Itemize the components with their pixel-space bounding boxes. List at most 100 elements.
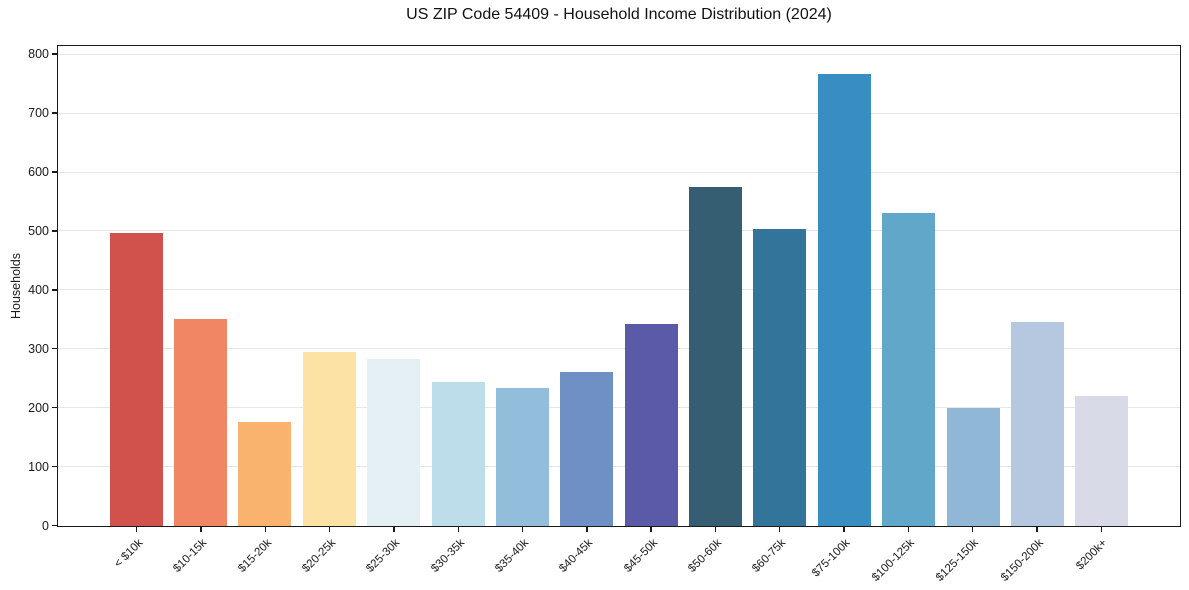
y-tick-mark: [52, 53, 57, 55]
x-label-slot: $15-20k: [233, 537, 297, 587]
x-tick-slot: [876, 527, 940, 533]
x-tick-label: $10-15k: [171, 537, 210, 575]
bar: [560, 371, 614, 526]
x-tick-slot: [1005, 527, 1069, 533]
bar-slot: [362, 46, 426, 526]
x-tick-label: $40-45k: [557, 537, 596, 575]
x-tick-slot: [362, 527, 426, 533]
x-label-slot: < $10k: [105, 537, 169, 587]
x-tick-label: $200k+: [1074, 537, 1110, 573]
x-tick-mark: [135, 527, 138, 532]
x-tick-label: $15-20k: [235, 537, 274, 575]
bar: [109, 232, 163, 526]
bar-slot: [104, 46, 168, 526]
y-tick-label: 300: [28, 341, 49, 356]
bar-slot: [941, 46, 1005, 526]
bar-slot: [490, 46, 554, 526]
plot-area: [57, 45, 1181, 527]
bar-slot: [1070, 46, 1134, 526]
x-axis-tick-labels: < $10k $10-15k $15-20k $20-25k $25-30k $30-35…: [59, 537, 1180, 587]
gridline: [58, 348, 1180, 350]
x-label-slot: $75-100k: [810, 537, 876, 587]
gridline: [58, 289, 1180, 291]
bar-slot: [297, 46, 361, 526]
x-label-slot: $150-200k: [999, 537, 1069, 587]
gridline: [58, 112, 1180, 114]
x-tick-label: $30-35k: [428, 537, 467, 575]
x-label-slot: $25-30k: [362, 537, 426, 587]
x-tick-slot: [748, 527, 812, 533]
x-label-slot: $125-150k: [934, 537, 1005, 587]
x-tick-label: $20-25k: [300, 537, 339, 575]
x-label-slot: $45-50k: [619, 537, 683, 587]
x-tick-label: $100-125k: [869, 537, 917, 584]
y-tick-label: 600: [28, 164, 49, 179]
y-tick-label: 700: [28, 106, 49, 121]
bar: [753, 229, 807, 526]
y-tick-mark: [52, 406, 57, 409]
bar-slot: [683, 46, 747, 526]
bar-slot: [619, 46, 683, 526]
x-label-slot: $200k+: [1069, 537, 1133, 587]
x-tick-label: $50-60k: [686, 537, 724, 575]
y-tick-mark: [52, 524, 57, 527]
y-tick-label: 500: [28, 223, 49, 238]
x-label-slot: $60-75k: [748, 537, 812, 587]
gridline: [58, 466, 1180, 468]
y-tick-mark: [52, 112, 57, 114]
gridline: [58, 53, 1180, 55]
x-tick-mark: [264, 527, 266, 532]
x-tick-label: $60-75k: [750, 537, 789, 575]
y-tick-label: 800: [28, 47, 49, 62]
y-tick-mark: [52, 465, 57, 468]
x-axis-tick-marks: [59, 527, 1180, 533]
x-tick-mark: [779, 527, 781, 532]
y-tick-mark: [52, 230, 57, 232]
bar: [495, 387, 549, 526]
x-tick-mark: [650, 527, 652, 532]
x-label-slot: $50-60k: [683, 537, 747, 587]
x-label-slot: $10-15k: [169, 537, 233, 587]
x-tick-slot: [297, 527, 361, 533]
x-tick-label: $45-50k: [621, 537, 660, 575]
gridline: [58, 171, 1180, 173]
bar: [431, 381, 485, 526]
x-tick-slot: [426, 527, 490, 533]
bar: [1010, 322, 1064, 526]
x-tick-mark: [328, 527, 331, 532]
y-tick-label: 400: [28, 282, 49, 297]
y-tick-mark: [52, 171, 57, 173]
bar: [817, 73, 871, 526]
x-label-slot: $100-125k: [870, 537, 940, 587]
x-tick-mark: [972, 527, 974, 532]
y-tick-label: 200: [28, 400, 49, 415]
x-tick-slot: [555, 527, 619, 533]
bar: [302, 352, 356, 526]
x-tick-slot: [490, 527, 554, 533]
y-tick-label: 0: [42, 518, 49, 533]
bar-slot: [748, 46, 812, 526]
x-tick-label: $75-100k: [810, 537, 853, 580]
x-tick-mark: [843, 527, 845, 532]
x-tick-slot: [812, 527, 876, 533]
bar: [238, 422, 292, 526]
bar-slot: [233, 46, 297, 526]
x-tick-mark: [1100, 527, 1103, 532]
gridline: [58, 407, 1180, 409]
chart-title: US ZIP Code 54409 - Household Income Dis…: [406, 6, 832, 23]
x-tick-mark: [907, 527, 910, 532]
bar-slot: [877, 46, 941, 526]
y-tick-mark: [52, 348, 57, 350]
bar-slot: [1005, 46, 1069, 526]
x-tick-slot: [1069, 527, 1133, 533]
x-tick-mark: [521, 527, 524, 532]
x-tick-label: < $10k: [112, 537, 146, 571]
bar: [624, 323, 678, 526]
x-tick-mark: [200, 527, 202, 532]
x-tick-mark: [393, 527, 395, 532]
x-tick-slot: [683, 527, 747, 533]
x-tick-mark: [1036, 527, 1038, 532]
y-tick-label: 100: [28, 459, 49, 474]
bars-container: [58, 46, 1180, 526]
